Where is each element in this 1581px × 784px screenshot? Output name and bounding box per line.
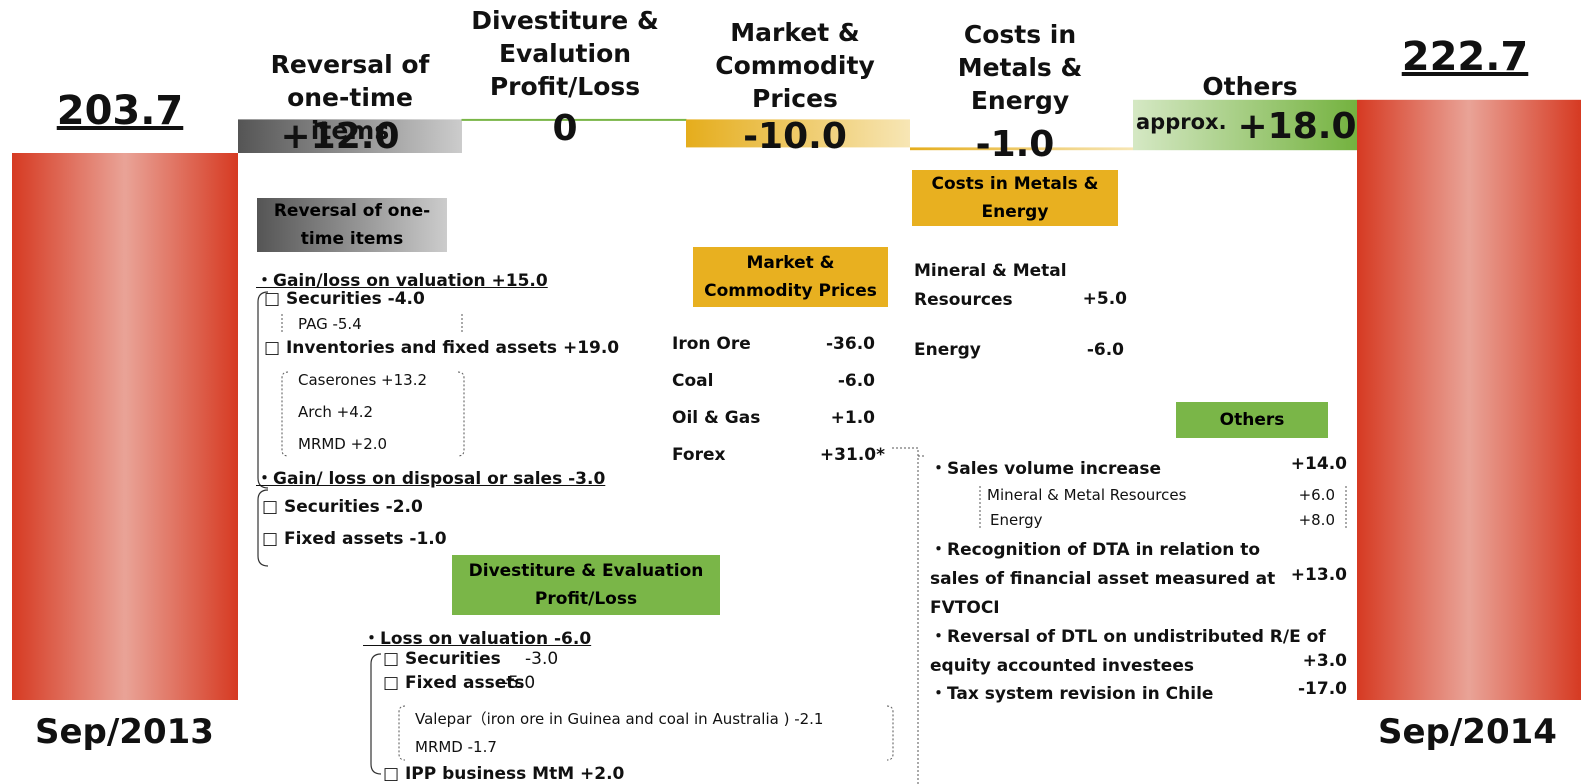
panel-heading: Market & Commodity Prices <box>693 247 888 307</box>
bracket <box>370 653 382 775</box>
value-label: -10.0 <box>743 116 847 157</box>
row-label: Oil & Gas <box>672 408 761 428</box>
row-value: +1.0 <box>830 408 875 428</box>
note: ・Loss on valuation -6.0 <box>363 629 592 649</box>
note: □ Securities <box>383 649 501 669</box>
step-bar <box>686 119 910 148</box>
row-value: -6.0 <box>1086 340 1124 360</box>
step-bar <box>238 119 462 153</box>
panel-heading: Others <box>1176 402 1328 438</box>
note: ・Gain/ loss on disposal or sales -3.0 <box>256 469 606 489</box>
row-label: Forex <box>672 445 726 465</box>
row-value: +5.0 <box>1082 289 1127 309</box>
note: Caserones +13.2 <box>298 371 428 389</box>
row-label: ・Tax system revision in Chile <box>930 684 1214 704</box>
note: □ Securities -2.0 <box>262 497 423 517</box>
row-label: Mineral & Metal Resources <box>987 486 1187 504</box>
note: MRMD +2.0 <box>298 435 388 453</box>
category-label: Others <box>1202 72 1298 101</box>
total-bar <box>12 153 238 700</box>
panel-heading: Reversal of one-time items <box>257 198 447 252</box>
row-value: -36.0 <box>826 334 875 354</box>
note: -3.0 <box>525 649 559 669</box>
note: ・Gain/loss on valuation +15.0 <box>256 271 548 291</box>
note: Valepar（iron ore in Guinea and coal in A… <box>415 710 824 728</box>
note: □ Fixed assets -1.0 <box>262 529 447 549</box>
row-value: +8.0 <box>1298 511 1335 529</box>
row-label: Coal <box>672 371 714 391</box>
note: Arch +4.2 <box>298 403 374 421</box>
note: □ IPP business MtM +2.0 <box>383 764 625 784</box>
category-label: Costs in Metals & Energy <box>957 20 1083 115</box>
note: □ Fixed assets <box>383 673 525 693</box>
value-label: 0 <box>552 108 578 149</box>
dotted-brackets <box>281 314 1347 784</box>
panel-heading: Divestiture & Evaluation Profit/Loss <box>452 555 720 615</box>
row-label: ・Reversal of DTL on undistributed R/E of… <box>930 627 1326 676</box>
category-label: Sep/2014 <box>1378 712 1557 752</box>
note: □ Securities -4.0 <box>264 289 425 309</box>
note: □ Inventories and fixed assets +19.0 <box>264 338 620 358</box>
row-value: -17.0 <box>1298 679 1347 699</box>
value-label: +18.0 <box>1237 106 1357 147</box>
total-bar <box>1357 99 1581 701</box>
row-value: +6.0 <box>1298 486 1335 504</box>
value-label: 203.7 <box>56 88 184 134</box>
row-value: +14.0 <box>1290 454 1347 474</box>
value-label: 222.7 <box>1401 34 1529 80</box>
row-label: Mineral & Metal Resources <box>914 261 1067 310</box>
value-label: -1.0 <box>975 124 1055 165</box>
brackets <box>257 291 382 775</box>
bracket <box>257 291 269 489</box>
value-prefix: approx. <box>1136 110 1227 134</box>
category-label: Market & Commodity Prices <box>715 18 875 113</box>
step-bar <box>1133 99 1357 151</box>
row-value: +13.0 <box>1290 565 1347 585</box>
row-label: ・Recognition of DTA in relation to sales… <box>930 540 1276 618</box>
category-label: Sep/2013 <box>35 712 214 752</box>
row-label: Iron Ore <box>672 334 751 354</box>
row-value: -6.0 <box>837 371 875 391</box>
bracket <box>257 489 269 567</box>
note: -5.0 <box>502 673 536 693</box>
row-label: Energy <box>914 340 981 360</box>
category-label: Divestiture & Evalution Profit/Loss <box>471 6 659 101</box>
row-value: +3.0 <box>1302 651 1347 671</box>
value-label: +12.0 <box>280 116 400 157</box>
category-label: Reversal of one-time items <box>270 50 430 145</box>
step-bar <box>910 147 1133 151</box>
note: MRMD -1.7 <box>415 738 497 756</box>
row-value: +31.0* <box>819 445 885 465</box>
panel-heading: Costs in Metals & Energy <box>912 170 1118 226</box>
row-label: Energy <box>990 511 1043 529</box>
note: PAG -5.4 <box>298 315 362 333</box>
row-label: ・Sales volume increase <box>930 459 1162 479</box>
